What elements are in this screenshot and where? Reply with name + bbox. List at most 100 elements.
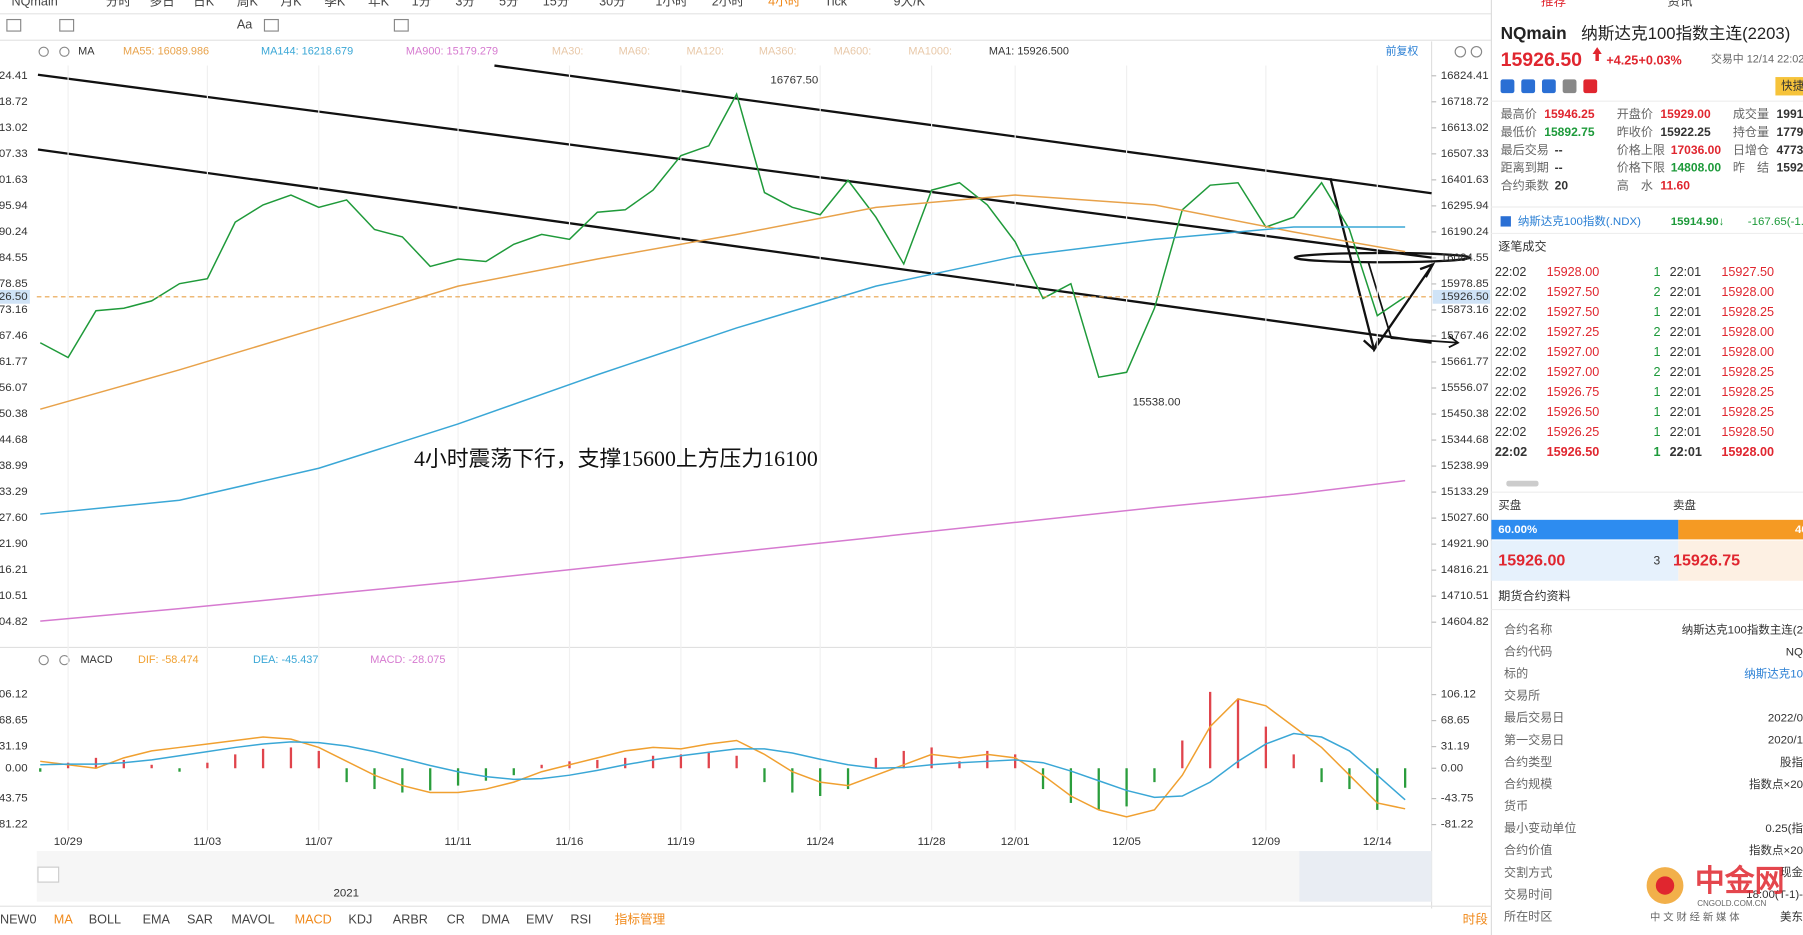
indicator-tab[interactable]: BOLL [89,912,121,926]
toolbar-tab[interactable]: 3分 [455,0,475,9]
indicator-tab[interactable]: ARBR [393,912,428,926]
logo-name: 中金网 [1695,864,1785,898]
y-tick-label: 16718.72 [1441,96,1489,108]
indicator-tab[interactable]: EMA [143,912,171,926]
y-tick-label: 16190.24 [0,226,28,238]
toolbar-tab[interactable]: 4小时 [768,0,801,9]
toolbar-tab[interactable]: 周K [237,0,259,9]
trade-cell: 22:01 [1670,325,1702,339]
navigator-handle[interactable] [37,866,60,883]
stat-value: 17799 [1777,125,1803,139]
indicator-tab[interactable]: EMV [526,912,554,926]
navigator-window[interactable] [1299,851,1432,902]
y-tick-label: 15661.77 [0,356,28,368]
contract-label: 第一交易日 [1504,732,1564,747]
contract-value: 美东 [1780,909,1803,923]
toolbar-tab[interactable]: 季K [324,0,346,9]
panel-icon[interactable] [1541,79,1556,94]
close-icon[interactable] [59,46,70,57]
zoom-icon[interactable] [1470,46,1483,58]
y-tick-label: -81.22 [1441,819,1474,831]
scrollbar[interactable] [1506,480,1539,487]
panel-icon[interactable] [1583,79,1598,94]
last-price-label: 15926.50 [0,291,28,303]
ma-line [40,194,1406,410]
toolbar-tab[interactable]: 30分 [599,0,626,9]
trade-cell: 15926.50 [1547,445,1600,459]
indicator-tab[interactable]: CR [447,912,465,926]
adjust-mode[interactable]: 前复权 [1386,44,1419,58]
trade-cell: 15928.25 [1721,365,1774,379]
panel-tab[interactable]: 推荐 [1541,0,1566,9]
quick-button-label[interactable]: 快捷 [1781,78,1803,92]
sell-ratio-label: 40 [1795,524,1803,536]
tool-icon[interactable] [393,18,409,32]
trade-cell: 2 [1654,365,1661,379]
toolbar-tab[interactable]: 1小时 [655,0,688,9]
toolbar-tab[interactable]: Tick [824,0,847,9]
contract-label: 标的 [1504,666,1528,681]
settings-icon[interactable] [38,46,49,57]
indicator-name[interactable]: MACD [80,654,112,666]
panel-icon[interactable] [1562,79,1577,94]
indicator-tab[interactable]: SAR [187,912,213,926]
tool-icon[interactable] [6,18,22,32]
ask-price: 15926.75 [1673,551,1740,569]
panel-icon[interactable] [1521,79,1536,94]
y-tick-label: 15027.60 [1441,512,1489,524]
tool-icon[interactable] [59,18,75,32]
toolbar-tab[interactable]: 日K [193,0,215,9]
trade-cell: 15927.50 [1721,265,1774,279]
contract-label: 合约类型 [1504,754,1552,769]
toolbar-tab[interactable]: 年K [368,0,390,9]
toolbar-tab[interactable]: 1分 [412,0,432,9]
indicator-tab[interactable]: KDJ [348,912,372,926]
legend-entry: MA60: [619,46,651,58]
indicator-tab[interactable]: RSI [570,912,591,926]
y-tick-label: 16718.72 [0,96,28,108]
minimize-icon[interactable] [1454,46,1467,58]
indicator-tab[interactable]: MA [54,912,74,926]
y-tick-label: 14816.21 [1441,564,1489,576]
navigator[interactable] [36,851,1432,902]
stat-value: 4773 [1777,143,1803,157]
toolbar-tab[interactable]: 9大/K [893,0,925,9]
toolbar-tab[interactable]: 15分 [543,0,570,9]
indicator-tab[interactable]: MAVOL [231,912,274,926]
indicator-name[interactable]: MA [78,46,95,58]
instrument-name: 纳斯达克100指数主连(2203) [1581,24,1790,43]
ma-line [40,226,1406,515]
toolbar-tab[interactable]: 5分 [499,0,519,9]
symbol: NQmain [1501,23,1567,43]
toolbar-tab[interactable]: 月K [281,0,303,9]
tool-icon[interactable] [263,18,279,32]
y-tick-label: 15027.60 [0,512,28,524]
y-tick-label: 16084.55 [0,252,28,264]
stat-value: 20 [1555,178,1569,192]
stat-label: 价格上限 [1617,142,1665,157]
trade-cell: 15928.00 [1721,445,1774,459]
stat-value: 15929.00 [1660,107,1711,121]
toolbar-tab[interactable]: 2小时 [712,0,745,9]
toolbar-tab[interactable]: NQmain [11,0,57,9]
buy-label: 买盘 [1498,498,1521,512]
close-icon[interactable] [59,654,70,666]
toolbar-tab[interactable]: 分时 [106,0,132,9]
font-tool[interactable]: Aa [237,18,253,32]
x-tick-label: 12/05 [1112,836,1141,848]
toolbar-tab[interactable]: 多日 [149,0,174,9]
settings-icon[interactable] [38,654,49,666]
period-tab[interactable]: 时段 [1463,912,1489,926]
panel-tab[interactable]: 资讯 [1667,0,1693,9]
x-tick-label: 12/09 [1251,836,1280,848]
support-ellipse [1293,251,1471,264]
panel-icon[interactable] [1500,79,1515,94]
trade-cell: 22:02 [1495,365,1527,379]
contract-label: 交易所 [1504,688,1540,703]
indicator-tab[interactable]: DMA [482,912,511,926]
indicator-tab[interactable]: MACD [295,912,332,926]
indicator-tab[interactable]: 指标管理 [615,912,666,926]
trade-cell: 22:01 [1670,425,1702,439]
indicator-tab[interactable]: NEW0 [0,912,36,926]
quick-button[interactable] [1775,77,1803,96]
